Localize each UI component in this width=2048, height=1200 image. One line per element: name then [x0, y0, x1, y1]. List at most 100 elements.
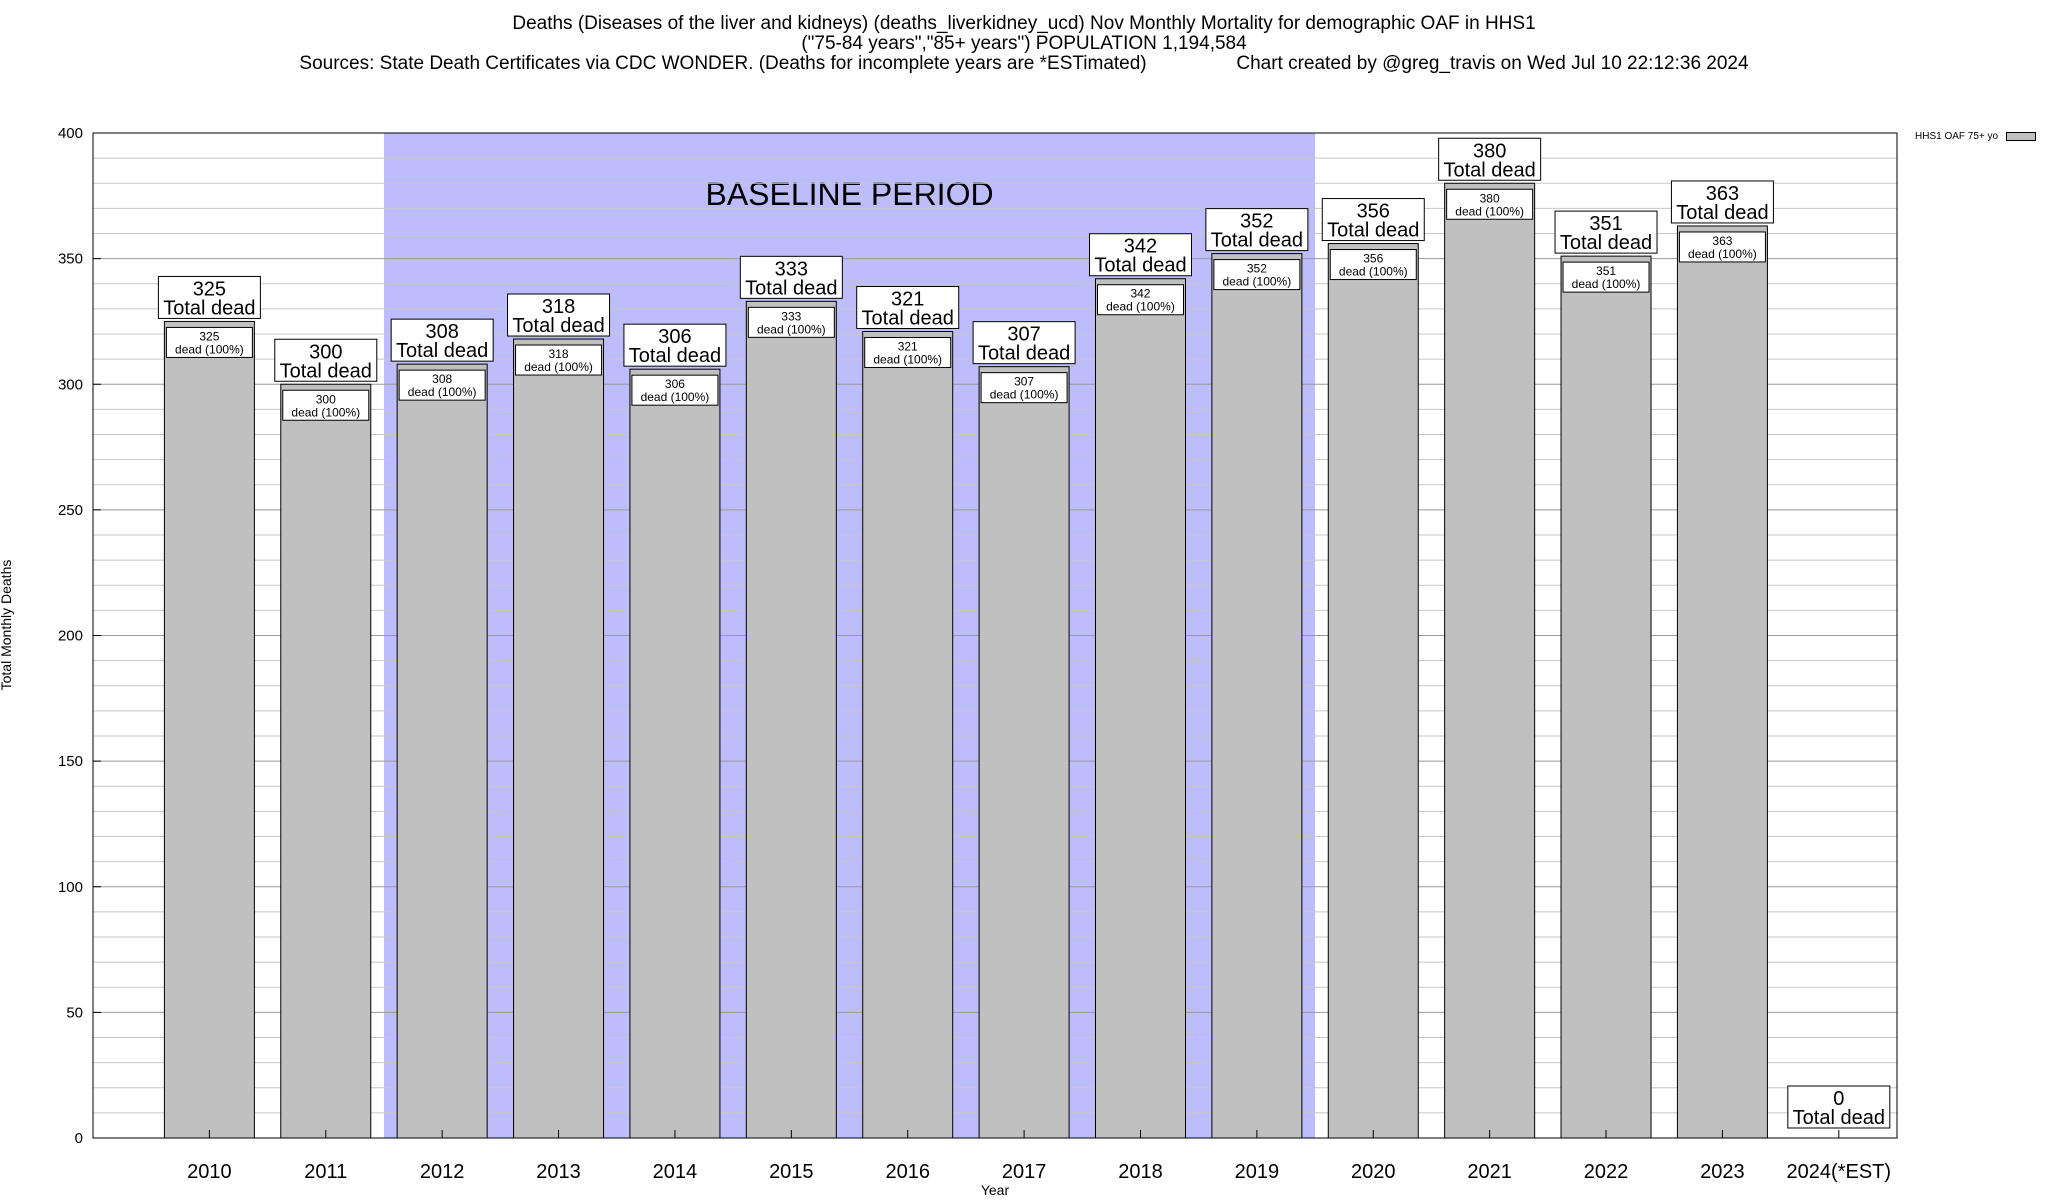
- x-tick-label: 2021: [1467, 1161, 1512, 1183]
- chart-title: Deaths (Diseases of the liver and kidney…: [512, 13, 1536, 34]
- bar-inner-label: dead (100%): [757, 322, 826, 336]
- bar-inner-label-box: [864, 336, 952, 368]
- bar-top-label: Total dead: [1676, 202, 1768, 224]
- bar-top-value: 333: [775, 258, 808, 280]
- y-tick-label: 400: [58, 125, 83, 142]
- bar-top-label-box: [1670, 180, 1774, 224]
- bar-top-label: Total dead: [1560, 232, 1652, 254]
- bar-top-label: Total dead: [629, 345, 721, 367]
- bar-inner-label: dead (100%): [990, 388, 1059, 402]
- bar-inner-value: 321: [898, 339, 918, 353]
- bar-inner-label: dead (100%): [1572, 277, 1641, 291]
- bar-inner-value: 318: [549, 347, 569, 361]
- bar-inner-label-box: [165, 326, 253, 358]
- bar: [745, 300, 837, 1139]
- bar-top-label-box: [1787, 1085, 1891, 1129]
- bar-top-label: Total dead: [280, 360, 372, 382]
- bar-top-value: 342: [1124, 236, 1157, 258]
- bar-inner-value: 342: [1130, 287, 1150, 301]
- bar-top-label-box: [623, 323, 727, 367]
- bar-top-label: Total dead: [862, 307, 954, 329]
- chart-subtitle: ("75-84 years","85+ years") POPULATION 1…: [801, 33, 1247, 54]
- x-tick-label: 2016: [885, 1161, 930, 1183]
- bar-top-value: 356: [1357, 201, 1390, 223]
- bar-inner-value: 308: [432, 372, 452, 386]
- bar: [1676, 225, 1768, 1139]
- bar-top-value: 351: [1589, 213, 1622, 235]
- bar-inner-label: dead (100%): [408, 385, 477, 399]
- y-tick-label: 0: [75, 1130, 83, 1147]
- x-tick-label: 2024(*EST): [1787, 1161, 1892, 1183]
- bar: [978, 366, 1070, 1139]
- bar-top-label-box: [1438, 137, 1542, 181]
- x-tick-label: 2023: [1700, 1161, 1745, 1183]
- x-tick-label: 2013: [536, 1161, 581, 1183]
- bar-inner-value: 356: [1363, 252, 1383, 266]
- bar-top-label-box: [1205, 208, 1309, 252]
- x-tick-label: 2022: [1584, 1161, 1629, 1183]
- x-tick-label: 2010: [187, 1161, 232, 1183]
- bar-top-label-box: [856, 285, 960, 329]
- chart-sources: Sources: State Death Certificates via CD…: [299, 53, 1749, 74]
- bar-inner-label: dead (100%): [175, 342, 244, 356]
- x-tick-label: 2012: [420, 1161, 465, 1183]
- bar-top-value: 380: [1473, 140, 1506, 162]
- bar-inner-value: 351: [1596, 264, 1616, 278]
- bar-inner-label: dead (100%): [1106, 300, 1175, 314]
- bar-top-value: 307: [1007, 324, 1040, 346]
- bar: [1327, 243, 1419, 1139]
- bar-inner-label: dead (100%): [1688, 247, 1757, 261]
- bar-inner-label-box: [1329, 249, 1417, 281]
- bar: [1211, 253, 1303, 1139]
- bar-inner-label-box: [398, 369, 486, 401]
- bar-top-label-box: [274, 338, 378, 382]
- bar-inner-label: dead (100%): [1223, 275, 1292, 289]
- x-tick-label: 2011: [304, 1161, 347, 1183]
- bar-top-label-box: [157, 275, 261, 319]
- bar-inner-label-box: [1213, 259, 1301, 291]
- x-tick-label: 2020: [1351, 1161, 1396, 1183]
- bar-inner-label-box: [1562, 261, 1650, 293]
- y-tick-label: 200: [58, 628, 83, 645]
- legend-swatch: [2006, 132, 2037, 141]
- bar: [513, 338, 605, 1139]
- bar-inner-label-box: [980, 372, 1068, 404]
- bar-top-label: Total dead: [512, 315, 604, 337]
- bar: [1560, 255, 1652, 1139]
- bar-inner-label-box: [282, 389, 370, 421]
- bar-inner-label: dead (100%): [1339, 265, 1408, 279]
- baseline-period-label: BASELINE PERIOD: [705, 176, 993, 212]
- bar-top-label-box: [390, 318, 494, 362]
- bar: [1094, 278, 1186, 1139]
- bar-inner-label-box: [1678, 231, 1766, 263]
- bar-top-label: Total dead: [978, 343, 1070, 365]
- bar: [163, 320, 255, 1139]
- bar: [396, 363, 488, 1139]
- bar-top-label: Total dead: [1443, 159, 1535, 181]
- bar-inner-label-box: [1096, 284, 1184, 316]
- bar-inner-value: 352: [1247, 262, 1267, 276]
- bar-top-value: 325: [193, 278, 226, 300]
- bar-inner-value: 380: [1480, 191, 1500, 205]
- bar-top-label-box: [507, 293, 611, 337]
- bar-top-label: Total dead: [745, 277, 837, 299]
- chart-title-block: Deaths (Diseases of the liver and kidney…: [0, 14, 2048, 74]
- bar-top-label: Total dead: [163, 297, 255, 319]
- x-tick-label: 2017: [1002, 1161, 1047, 1183]
- bar-inner-value: 306: [665, 377, 685, 391]
- bar-top-value: 0: [1833, 1088, 1844, 1110]
- x-axis-label: Year: [980, 1182, 1010, 1198]
- bar-top-value: 308: [425, 321, 458, 343]
- bar-top-label: Total dead: [1211, 230, 1303, 252]
- bar-inner-value: 363: [1712, 234, 1732, 248]
- bar-top-label: Total dead: [396, 340, 488, 362]
- bar-inner-label: dead (100%): [641, 390, 710, 404]
- bar-top-value: 306: [658, 326, 691, 348]
- bar-top-label-box: [1321, 198, 1425, 242]
- x-tick-label: 2018: [1118, 1161, 1163, 1183]
- bar-top-value: 363: [1706, 183, 1739, 205]
- bar: [1444, 182, 1536, 1139]
- bar-inner-label: dead (100%): [873, 352, 942, 366]
- legend-label: HHS1 OAF 75+ yo: [1915, 131, 1999, 142]
